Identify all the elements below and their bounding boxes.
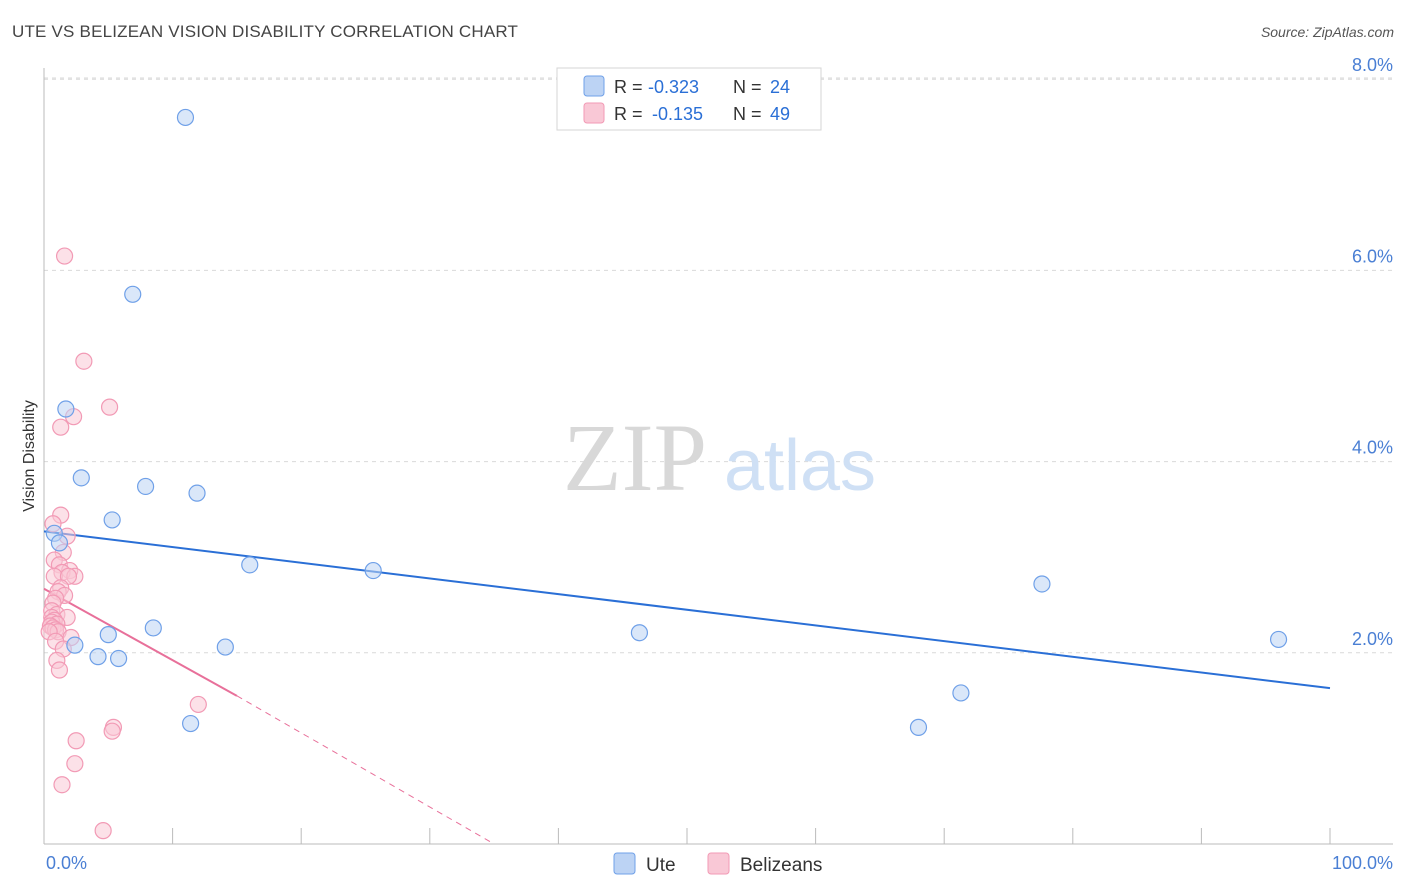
source-label: Source: ZipAtlas.com bbox=[1260, 24, 1394, 40]
belizeans-point bbox=[100, 398, 119, 416]
bottom-legend-label-ute: Ute bbox=[646, 855, 676, 876]
belizeans-point bbox=[189, 695, 207, 714]
y-tick-label: 4.0% bbox=[1352, 438, 1393, 458]
ute-point bbox=[109, 649, 128, 668]
belizeans-point bbox=[50, 661, 69, 679]
y-tick-label: 8.0% bbox=[1352, 55, 1393, 75]
ute-points bbox=[45, 108, 1288, 736]
legend-swatch-ute bbox=[583, 75, 605, 97]
belizeans-point bbox=[103, 722, 121, 740]
ute-point bbox=[50, 534, 69, 552]
ute-point bbox=[241, 556, 259, 574]
ute-point bbox=[630, 624, 649, 642]
ute-point bbox=[103, 511, 121, 529]
ute-point bbox=[89, 648, 107, 666]
belizeans-point bbox=[53, 776, 71, 794]
ute-point bbox=[136, 477, 155, 496]
ute-point bbox=[1033, 575, 1051, 593]
ute-trend-line bbox=[43, 530, 1331, 690]
chart-title: UTE VS BELIZEAN VISION DISABILITY CORREL… bbox=[12, 22, 519, 41]
legend-swatch-belizeans bbox=[583, 102, 605, 124]
belizeans-point bbox=[67, 732, 85, 750]
ute-point bbox=[124, 285, 142, 303]
ute-point bbox=[216, 638, 234, 656]
ute-point bbox=[99, 626, 117, 644]
watermark-zip: ZIP bbox=[563, 404, 707, 511]
belizeans-point bbox=[55, 247, 74, 265]
belizeans-point bbox=[75, 352, 93, 370]
legend-n-value-belizeans: 49 bbox=[770, 104, 790, 124]
legend-box: R = -0.323 N = 24 R = -0.135 N = 49 bbox=[556, 67, 822, 131]
ute-point bbox=[188, 484, 206, 502]
legend-r-label-ute: R = bbox=[614, 77, 643, 97]
x-tick-label-min: 0.0% bbox=[46, 853, 87, 873]
legend-n-label-belizeans: N = bbox=[733, 104, 762, 124]
legend-r-label-belizeans: R = bbox=[614, 104, 643, 124]
trend-lines bbox=[43, 530, 1331, 845]
watermark-atlas: atlas bbox=[724, 426, 876, 506]
bottom-legend-swatch-ute bbox=[613, 852, 636, 875]
belizeans-point bbox=[94, 822, 112, 840]
legend-r-value-ute: -0.323 bbox=[648, 77, 699, 97]
belizeans-point bbox=[66, 755, 84, 773]
ute-point bbox=[72, 469, 90, 487]
belizeans-trend-extension bbox=[236, 695, 495, 845]
legend-n-value-ute: 24 bbox=[770, 77, 790, 97]
watermark: ZIP atlas bbox=[563, 404, 876, 511]
x-ticks bbox=[43, 828, 1331, 844]
ute-point bbox=[66, 636, 84, 654]
belizeans-points bbox=[40, 247, 207, 840]
ute-point bbox=[364, 561, 382, 580]
y-axis-title: Vision Disability bbox=[21, 400, 38, 512]
y-tick-label: 6.0% bbox=[1352, 246, 1393, 266]
bottom-legend-label-belizeans: Belizeans bbox=[740, 855, 822, 876]
legend-r-value-belizeans: -0.135 bbox=[652, 104, 703, 124]
legend-n-label-ute: N = bbox=[733, 77, 762, 97]
ute-point bbox=[176, 108, 195, 127]
ute-point bbox=[57, 400, 75, 418]
bottom-legend: Ute Belizeans bbox=[613, 852, 822, 876]
y-tick-label: 2.0% bbox=[1352, 629, 1393, 649]
x-tick-label-max: 100.0% bbox=[1332, 853, 1393, 873]
ute-point bbox=[909, 718, 928, 736]
bottom-legend-swatch-belizeans bbox=[707, 852, 730, 875]
belizeans-point bbox=[52, 418, 70, 436]
ute-point bbox=[182, 714, 200, 733]
belizeans-trend-line bbox=[43, 587, 238, 697]
ute-point bbox=[952, 684, 970, 702]
y-tick-labels: 2.0% 4.0% 6.0% 8.0% bbox=[1352, 55, 1393, 649]
ute-point bbox=[144, 619, 162, 637]
ute-point bbox=[1269, 630, 1288, 649]
